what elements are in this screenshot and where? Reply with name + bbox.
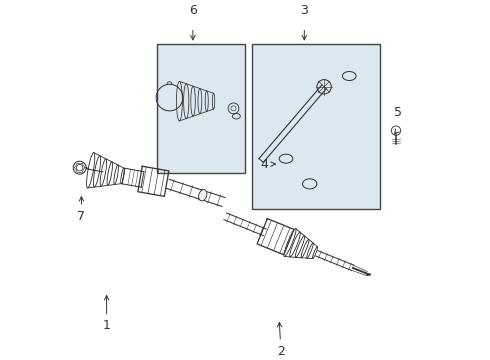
Text: 5: 5	[394, 106, 402, 119]
Ellipse shape	[198, 190, 207, 201]
Text: 7: 7	[77, 197, 85, 223]
Bar	[252, 44, 380, 209]
Text: 3: 3	[300, 4, 308, 17]
Text: 6: 6	[189, 4, 197, 17]
Bar	[157, 44, 245, 173]
Text: 4: 4	[261, 158, 275, 171]
Text: 1: 1	[103, 296, 111, 332]
Text: 2: 2	[277, 323, 285, 357]
